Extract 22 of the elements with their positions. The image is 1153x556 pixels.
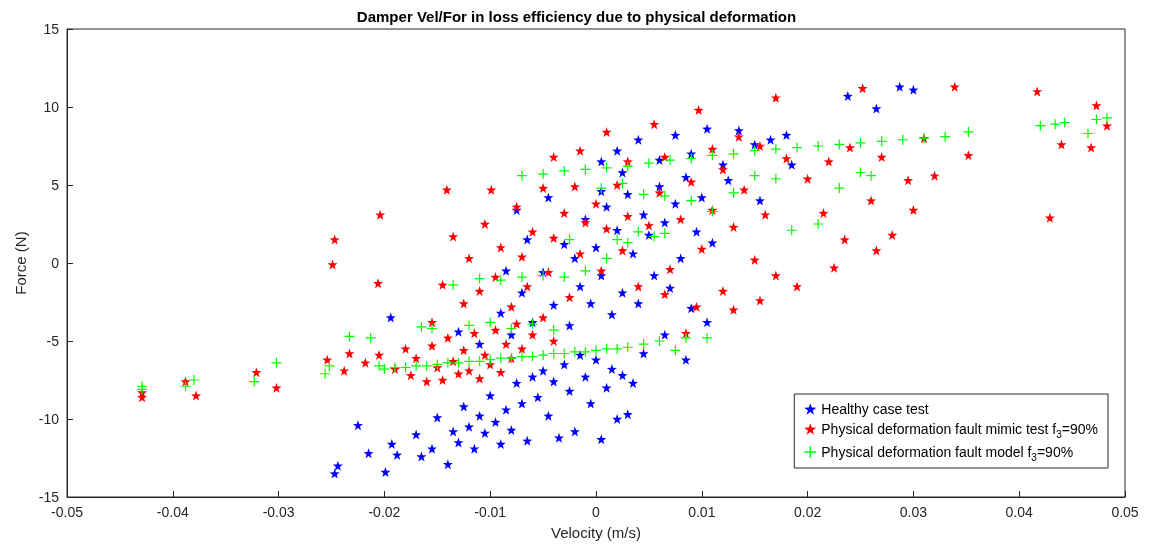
x-tick-label: 0.05	[1111, 504, 1139, 520]
y-tick-label: 10	[43, 99, 60, 115]
x-tick-label: -0.03	[262, 504, 295, 520]
y-tick-label: -5	[46, 333, 60, 349]
chart-title: Damper Vel/For in loss efficiency due to physical deformation	[356, 8, 797, 25]
x-tick-label: 0.01	[688, 504, 716, 520]
x-tick-label: 0.04	[1005, 504, 1034, 520]
y-tick-label: 5	[51, 177, 60, 193]
x-tick-label: -0.01	[474, 504, 507, 520]
x-tick-label: -0.04	[156, 504, 189, 520]
legend-label: Healthy case test	[821, 401, 929, 417]
y-tick-label: -15	[38, 489, 60, 505]
x-tick-label: 0.03	[899, 504, 928, 520]
y-tick-label: 15	[43, 21, 60, 37]
y-tick-label: -10	[38, 411, 60, 427]
x-axis-title: Velocity (m/s)	[550, 524, 642, 541]
y-tick-label: 0	[51, 255, 60, 271]
x-tick-label: -0.02	[368, 504, 401, 520]
x-tick-label: -0.05	[51, 504, 84, 520]
x-tick-label: 0.02	[793, 504, 822, 520]
y-axis-title: Force (N)	[11, 231, 29, 295]
x-tick-label: 0	[592, 504, 601, 520]
